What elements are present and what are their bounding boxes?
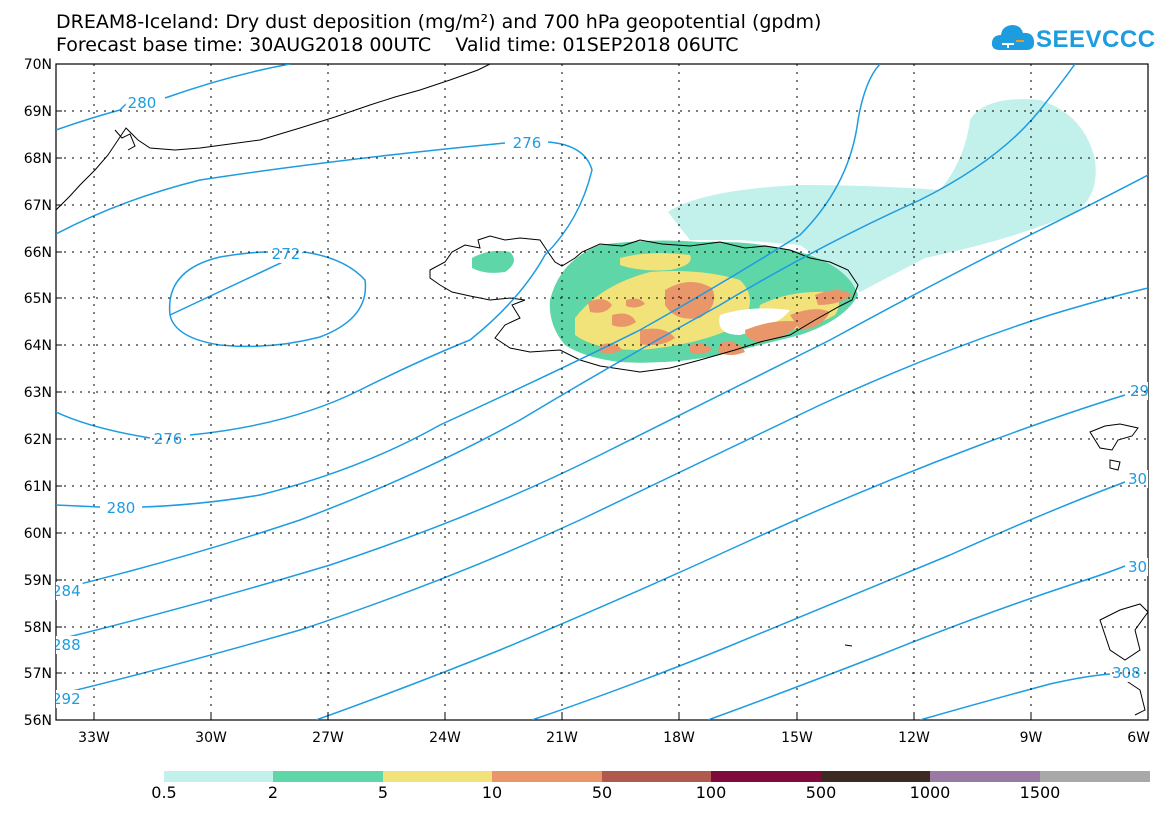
dust-deposition-field <box>472 99 1096 363</box>
colorbar-label: 2 <box>267 783 279 802</box>
lat-label: 65N <box>24 291 52 307</box>
seevccc-logo: SEEVCCC <box>990 20 1155 60</box>
lon-label: 18W <box>663 730 695 746</box>
colorbar-label: 100 <box>695 783 727 802</box>
map-title: DREAM8-Iceland: Dry dust deposition (mg/… <box>56 11 822 33</box>
colorbar-label: 0.5 <box>151 783 177 802</box>
contour-label: 296 <box>1130 382 1159 400</box>
lon-labels: 33W 30W 27W 24W 21W 18W 15W 12W 9W 6W <box>78 730 1150 746</box>
contour-label: 308 <box>1112 664 1141 682</box>
lon-label: 21W <box>546 730 578 746</box>
lon-label: 15W <box>781 730 813 746</box>
geopotential-contours <box>56 64 1148 720</box>
colorbar-label: 5 <box>377 783 389 802</box>
lat-label: 57N <box>24 666 52 682</box>
lat-label: 60N <box>24 526 52 542</box>
lon-label: 27W <box>312 730 344 746</box>
lat-label: 63N <box>24 385 52 401</box>
lon-label: 6W <box>1127 730 1150 746</box>
lon-ticks <box>93 714 1032 720</box>
lat-label: 61N <box>24 479 52 495</box>
colorbar-segment <box>1040 771 1150 782</box>
colorbar-segment <box>492 771 602 782</box>
contour-label: 288 <box>52 636 81 654</box>
coastlines <box>56 64 1148 716</box>
lat-label: 70N <box>24 57 52 73</box>
lon-label: 12W <box>898 730 930 746</box>
logo-text: SEEVCCC <box>1036 26 1156 53</box>
lon-label: 30W <box>195 730 227 746</box>
lat-label: 62N <box>24 432 52 448</box>
lat-ticks <box>56 63 62 721</box>
lon-label: 24W <box>429 730 461 746</box>
contour-label: 284 <box>52 582 81 600</box>
contour-label: 280 <box>107 499 136 517</box>
contour-label: 280 <box>128 94 157 112</box>
colorbar-segment <box>273 771 383 782</box>
lon-label: 9W <box>1020 730 1043 746</box>
lat-label: 68N <box>24 151 52 167</box>
lat-label: 56N <box>24 713 52 729</box>
map-subtitle: Forecast base time: 30AUG2018 00UTC Vali… <box>56 34 739 56</box>
lat-label: 58N <box>24 620 52 636</box>
lat-label: 59N <box>24 573 52 589</box>
colorbar-label: 50 <box>591 783 613 802</box>
lat-label: 66N <box>24 245 52 261</box>
lat-label: 67N <box>24 198 52 214</box>
graticule <box>56 64 1148 720</box>
contour-label: 304 <box>1128 558 1157 576</box>
colorbar-segment <box>383 771 493 782</box>
colorbar-segment <box>930 771 1040 782</box>
contour-label: 276 <box>513 134 542 152</box>
colorbar-segment <box>602 771 712 782</box>
colorbar-label: 500 <box>805 783 837 802</box>
contour-label: 272 <box>272 245 301 263</box>
lon-label: 33W <box>78 730 110 746</box>
contour-labels: 280 276 272 276 280 284 288 292 296 300 … <box>52 94 1159 708</box>
contour-label: 292 <box>52 690 81 708</box>
colorbar-segment <box>711 771 821 782</box>
contour-label: 300 <box>1128 470 1157 488</box>
colorbar-label: 1500 <box>1019 783 1061 802</box>
cloud-icon <box>991 25 1035 50</box>
colorbar-label: 1000 <box>909 783 951 802</box>
lat-label: 64N <box>24 338 52 354</box>
colorbar-segment <box>164 771 274 782</box>
colorbar-segment <box>821 771 931 782</box>
lat-label: 69N <box>24 104 52 120</box>
colorbar-label: 10 <box>481 783 503 802</box>
lat-labels: 70N 69N 68N 67N 66N 65N 64N 63N 62N 61N … <box>24 57 52 729</box>
